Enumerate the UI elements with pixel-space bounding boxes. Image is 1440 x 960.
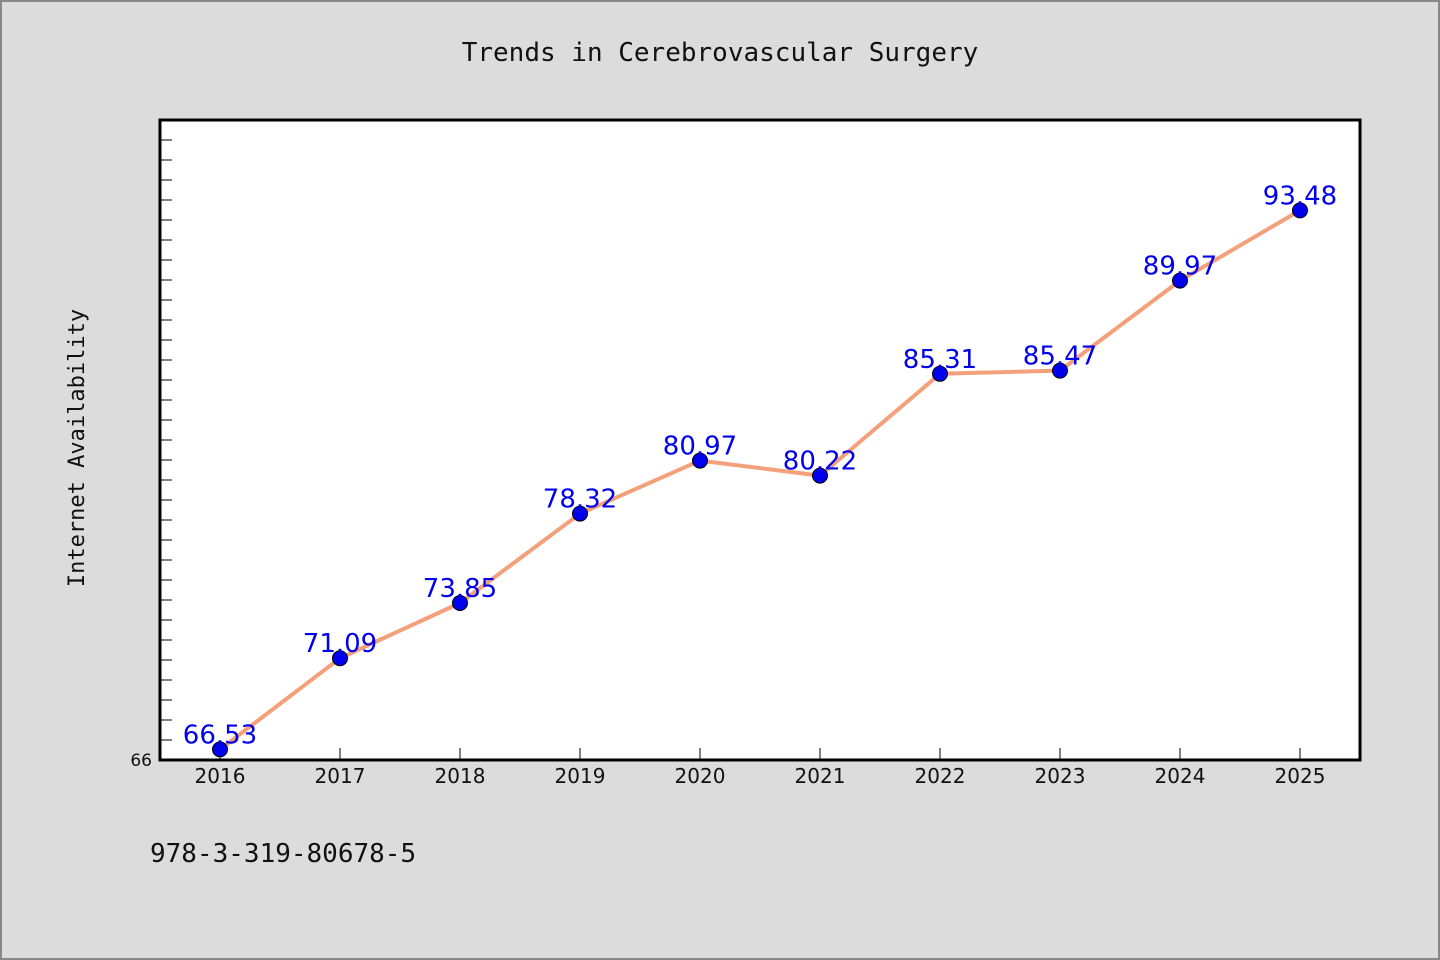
y-axis-label: Internet Availability [65, 309, 90, 587]
data-point [1172, 272, 1188, 289]
data-label: 89.97 [1143, 252, 1217, 282]
data-point [692, 452, 708, 469]
data-label: 80.97 [663, 432, 737, 462]
x-tick-label: 2023 [1035, 764, 1086, 788]
data-label: 80.22 [783, 447, 857, 477]
x-tick-label: 2025 [1275, 764, 1326, 788]
series-line [218, 208, 1302, 752]
x-axis-ticks: 2016 2017 2018 2019 2020 2021 2022 2023 2024 2025 [195, 748, 1326, 788]
data-label: 78.32 [543, 485, 617, 515]
data-label: 66.53 [183, 720, 257, 750]
y-tick-label: 66 [130, 751, 152, 771]
data-label: 93.48 [1263, 181, 1337, 211]
data-label: 85.31 [903, 345, 977, 375]
x-tick-label: 2022 [915, 764, 966, 788]
x-tick-label: 2020 [675, 764, 726, 788]
x-tick-label: 2016 [195, 764, 246, 788]
data-point [932, 365, 948, 382]
chart-title: Trends in Cerebrovascular Surgery [462, 38, 979, 68]
data-label: 71.09 [303, 629, 377, 659]
data-point [452, 595, 468, 611]
data-point [212, 741, 228, 758]
data-point [812, 467, 828, 484]
x-tick-label: 2021 [795, 764, 846, 788]
data-point [332, 650, 348, 667]
data-label: 85.47 [1023, 342, 1097, 372]
x-tick-label: 2019 [555, 764, 606, 788]
x-tick-label: 2017 [315, 764, 366, 788]
plot-border [158, 118, 1362, 762]
x-tick-label: 2018 [435, 764, 486, 788]
data-label: 73.85 [423, 574, 497, 604]
plot-area [160, 120, 1360, 760]
x-tick-label: 2024 [1155, 764, 1206, 788]
data-point [1292, 202, 1308, 219]
data-point [572, 505, 588, 522]
series-group: 66.53 71.09 73.85 78.32 80.97 80.22 85.31 85.47… [183, 181, 1337, 758]
footnote-isbn: 978-3-319-80678-5 [150, 839, 416, 869]
data-point [1052, 362, 1068, 379]
